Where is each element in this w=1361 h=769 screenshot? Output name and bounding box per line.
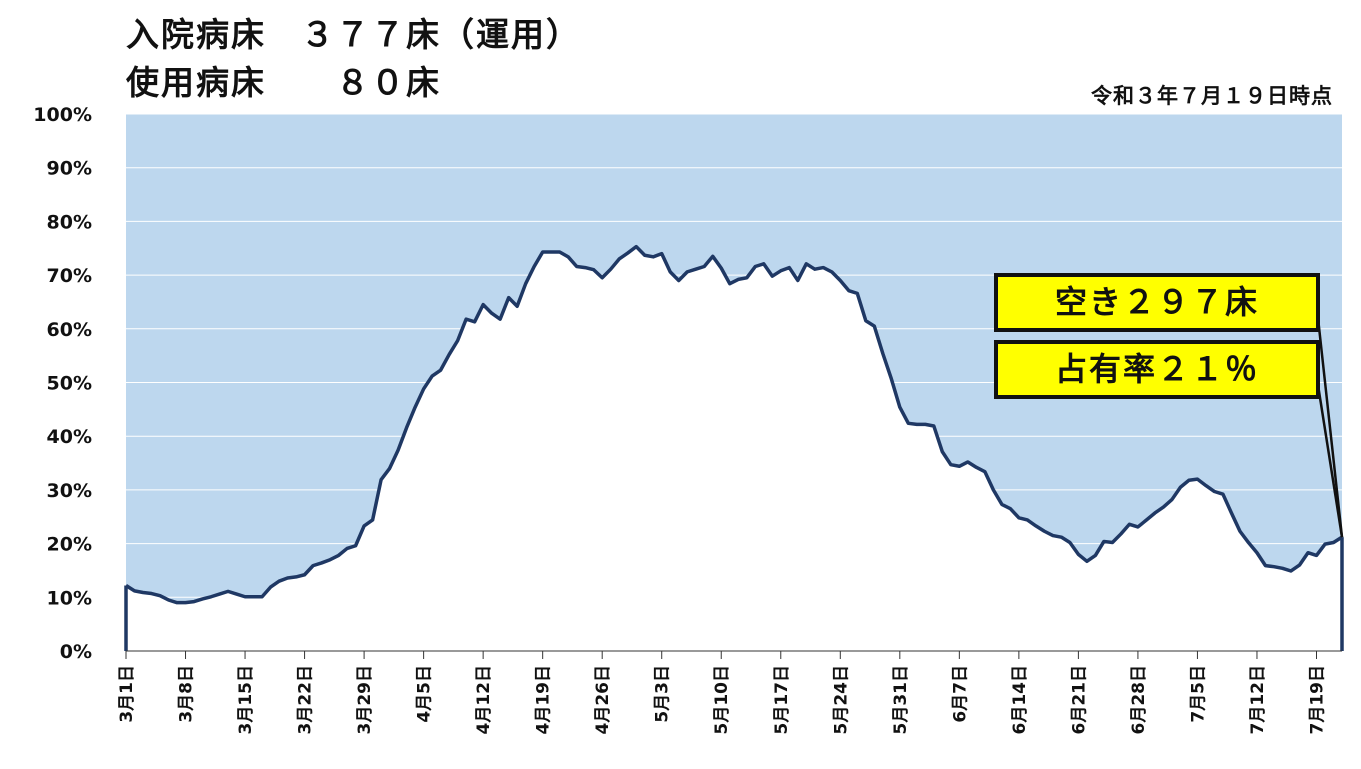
x-tick-label: 6月14日 <box>1010 665 1030 735</box>
x-tick-label: 3月15日 <box>236 665 256 735</box>
occupied-area <box>126 246 1342 651</box>
x-tick-label: 6月28日 <box>1129 665 1149 735</box>
y-tick-label: 60% <box>47 319 92 341</box>
callout-pointer <box>1316 384 1344 538</box>
occupancy-line <box>125 244 1343 605</box>
y-tick-label: 80% <box>47 211 92 233</box>
y-tick-label: 50% <box>47 373 92 395</box>
x-tick-label: 3月8日 <box>177 665 197 723</box>
free-beds-callout: 空き２９７床 <box>994 273 1320 332</box>
x-tick-label: 3月29日 <box>355 665 375 735</box>
x-tick-label: 4月5日 <box>415 665 435 723</box>
x-tick-label: 6月21日 <box>1069 665 1089 735</box>
title-line-2: 使用病床 ８０床 <box>126 63 441 102</box>
callout-pointer <box>1316 317 1344 538</box>
x-tick-label: 4月26日 <box>593 665 613 735</box>
y-tick-label: 90% <box>47 158 92 180</box>
x-tick-label: 5月24日 <box>831 665 851 735</box>
y-tick-label: 40% <box>47 426 92 448</box>
x-tick-label: 5月31日 <box>891 665 911 735</box>
x-tick-label: 6月7日 <box>950 665 970 723</box>
title-line-1: 入院病床 ３７７床（運用） <box>126 15 581 54</box>
occupancy-rate-callout: 占有率２１％ <box>994 340 1320 399</box>
x-tick-label: 3月1日 <box>117 665 137 723</box>
y-tick-label: 30% <box>47 480 92 502</box>
x-tick-label: 5月17日 <box>772 665 792 735</box>
x-tick-label: 7月5日 <box>1188 665 1208 723</box>
as-of-date: 令和３年７月１９日時点 <box>1091 84 1333 108</box>
x-tick-label: 7月12日 <box>1248 665 1268 735</box>
y-tick-label: 0% <box>60 641 92 663</box>
y-tick-label: 70% <box>47 265 92 287</box>
y-tick-label: 20% <box>47 534 92 556</box>
x-tick-label: 7月19日 <box>1307 665 1327 735</box>
x-tick-label: 3月22日 <box>296 665 316 735</box>
x-tick-label: 4月12日 <box>474 665 494 735</box>
y-tick-label: 100% <box>33 104 92 126</box>
x-tick-label: 4月19日 <box>534 665 554 735</box>
x-tick-label: 5月10日 <box>712 665 732 735</box>
x-tick-label: 5月3日 <box>653 665 673 723</box>
y-tick-label: 10% <box>47 587 92 609</box>
